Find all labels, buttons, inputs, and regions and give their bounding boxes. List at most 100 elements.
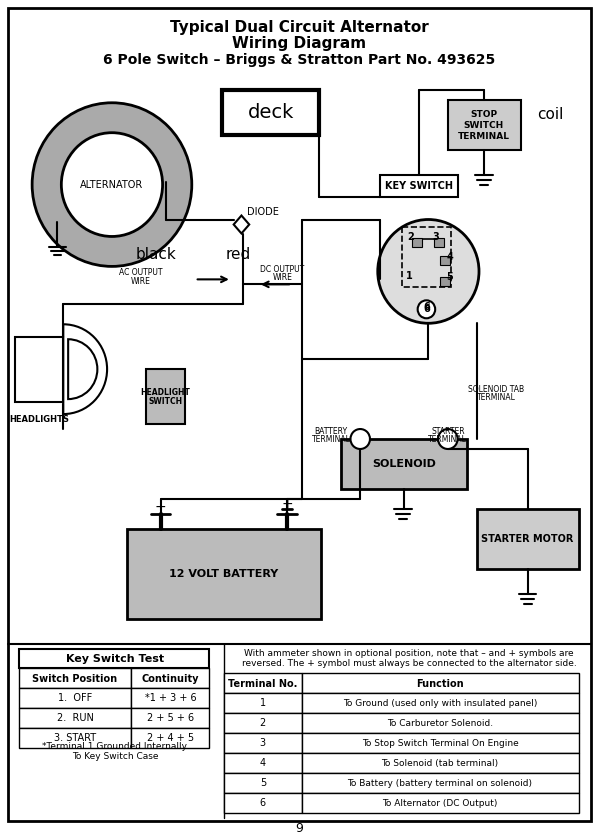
Bar [127,529,321,619]
Circle shape [351,429,370,449]
Bar [440,278,450,287]
Text: −: − [155,500,167,514]
Text: Function: Function [416,680,464,690]
Bar [132,708,209,728]
Text: SOLENOID TAB: SOLENOID TAB [469,385,525,394]
Text: 6: 6 [423,303,430,313]
Text: Continuity: Continuity [141,675,199,685]
Text: 1: 1 [260,698,266,708]
Bar [224,773,302,793]
Text: BATTERY: BATTERY [314,426,347,436]
Bar [146,370,185,424]
Bar [20,649,209,669]
Bar [302,753,579,773]
Text: SOLENOID: SOLENOID [372,459,436,469]
Text: Terminal No.: Terminal No. [228,680,298,690]
Circle shape [62,133,162,237]
Text: black: black [135,247,176,262]
Bar [20,708,132,728]
Text: 1: 1 [405,272,412,282]
Bar [224,793,302,813]
Text: STOP: STOP [470,110,498,120]
Text: 6: 6 [423,304,430,314]
Text: WIRE: WIRE [131,277,151,286]
Text: 2: 2 [260,718,266,728]
Text: DC OUTPUT: DC OUTPUT [260,265,304,274]
Text: Typical Dual Circuit Alternator: Typical Dual Circuit Alternator [170,20,428,35]
Bar [132,669,209,689]
Wedge shape [63,324,107,414]
Text: coil: coil [537,107,563,122]
Text: 4: 4 [446,252,453,263]
Text: 3. START: 3. START [54,733,96,743]
Bar [440,257,450,265]
Text: deck: deck [247,103,294,122]
Text: 4: 4 [260,758,266,768]
Polygon shape [234,216,249,233]
Text: 5: 5 [260,778,266,788]
Circle shape [378,220,479,324]
Text: To Stop Switch Terminal On Engine: To Stop Switch Terminal On Engine [362,739,518,748]
Bar [379,175,458,196]
Bar [20,689,132,708]
Text: *1 + 3 + 6: *1 + 3 + 6 [145,693,196,703]
Text: 2 + 5 + 6: 2 + 5 + 6 [147,713,194,723]
Text: To Alternator (DC Output): To Alternator (DC Output) [383,798,498,808]
Text: ALTERNATOR: ALTERNATOR [81,180,143,190]
Text: TERMINAL: TERMINAL [458,132,510,141]
Text: 6: 6 [260,798,266,808]
Bar [434,238,444,247]
Bar [15,337,63,402]
Bar [222,89,319,135]
Bar [224,674,302,693]
Bar [20,728,132,748]
Circle shape [438,429,458,449]
Circle shape [32,103,192,267]
Text: KEY SWITCH: KEY SWITCH [384,181,453,191]
Circle shape [418,300,435,319]
Text: *Terminal 1 Grounded Internally
To Key Switch Case: *Terminal 1 Grounded Internally To Key S… [42,742,188,761]
Text: 6 Pole Switch – Briggs & Stratton Part No. 493625: 6 Pole Switch – Briggs & Stratton Part N… [103,53,495,67]
Bar [412,238,421,247]
Bar [224,733,302,753]
Text: 12 VOLT BATTERY: 12 VOLT BATTERY [169,568,279,579]
Text: 2.  RUN: 2. RUN [57,713,93,723]
Bar [448,99,521,150]
Bar [302,693,579,713]
Text: 9: 9 [295,822,303,834]
Bar [224,753,302,773]
Text: Key Switch Test: Key Switch Test [66,654,164,664]
Text: STARTER: STARTER [431,426,465,436]
Text: DIODE: DIODE [247,206,279,217]
Text: 3: 3 [433,232,440,242]
Text: 3: 3 [260,738,266,748]
Text: 2: 2 [408,232,415,242]
Text: 2 + 4 + 5: 2 + 4 + 5 [147,733,194,743]
Text: To Ground (used only with insulated panel): To Ground (used only with insulated pane… [343,699,538,708]
Bar [132,728,209,748]
Text: SWITCH: SWITCH [148,396,183,405]
Text: HEADLIGHTS: HEADLIGHTS [9,415,69,424]
Bar [302,713,579,733]
Bar [302,793,579,813]
Text: HEADLIGHT: HEADLIGHT [141,388,191,396]
Bar [302,733,579,753]
Text: red: red [226,247,251,262]
Text: To Solenoid (tab terminal): To Solenoid (tab terminal) [381,759,499,767]
Text: WIRE: WIRE [272,273,292,282]
Text: 1.  OFF: 1. OFF [58,693,92,703]
Text: TERMINAL: TERMINAL [429,435,467,444]
Bar [341,439,467,489]
Wedge shape [68,339,97,399]
Text: TERMINAL: TERMINAL [477,393,516,401]
Text: SWITCH: SWITCH [464,121,504,130]
Text: To Carburetor Solenoid.: To Carburetor Solenoid. [387,719,493,728]
Text: +: + [282,497,293,511]
Bar [224,713,302,733]
Text: STARTER MOTOR: STARTER MOTOR [482,533,574,543]
Text: Switch Position: Switch Position [33,675,117,685]
Text: To Battery (battery terminal on solenoid): To Battery (battery terminal on solenoid… [347,779,533,788]
Bar [132,689,209,708]
Text: 5: 5 [446,273,453,283]
Bar [302,674,579,693]
